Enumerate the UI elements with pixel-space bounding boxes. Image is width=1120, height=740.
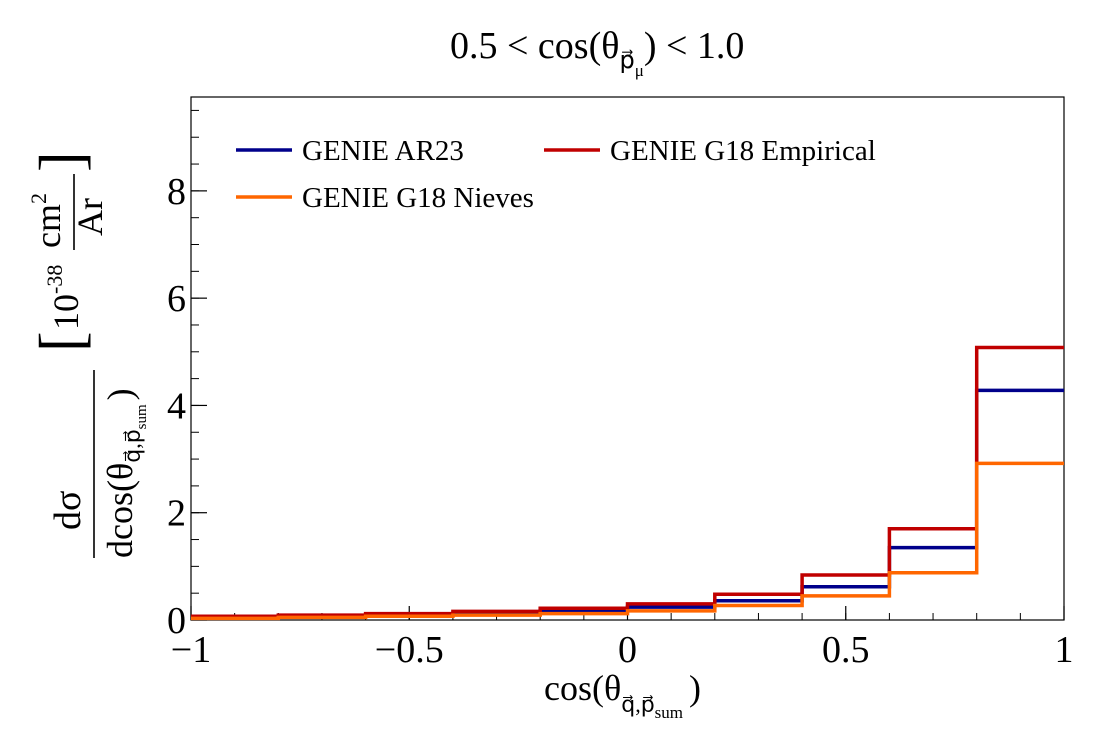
x-tick-labels: −1 −0.5 0 0.5 1 bbox=[171, 629, 1074, 671]
y-label-numerator: dσ bbox=[47, 491, 89, 530]
y-unit: 10-38 bbox=[42, 265, 86, 330]
x-tick-label: 0.5 bbox=[822, 629, 870, 671]
x-tick-label: 0 bbox=[618, 629, 637, 671]
series-layer bbox=[191, 345, 1064, 621]
plot-frame bbox=[190, 96, 1065, 621]
x-tick-label: 1 bbox=[1055, 629, 1074, 671]
y-unit-denominator: Ar bbox=[70, 198, 110, 236]
y-unit-numerator: cm2 bbox=[26, 193, 68, 248]
x-tick-label: −1 bbox=[171, 629, 211, 671]
y-tick-label: 8 bbox=[167, 171, 186, 213]
series-line-genie-g18-empirical bbox=[191, 345, 1064, 618]
series-line-genie-ar23 bbox=[191, 388, 1064, 620]
y-tick-label: 2 bbox=[167, 493, 186, 535]
y-unit-bracket-open: [ bbox=[28, 331, 96, 352]
y-label-denominator: dcos(θq⃗,p⃗sum) bbox=[100, 388, 150, 558]
legend-label: GENIE G18 Empirical bbox=[610, 135, 876, 167]
x-axis-label: cos(θq⃗,p⃗sum) bbox=[544, 668, 701, 722]
y-tick-label: 0 bbox=[167, 600, 186, 642]
series-line-genie-g18-nieves bbox=[191, 461, 1064, 621]
legend-label: GENIE G18 Nieves bbox=[302, 182, 534, 214]
chart-title: 0.5 < cos(θp⃗μ) < 1.0 bbox=[450, 25, 744, 80]
legend: GENIE AR23 GENIE G18 Empirical GENIE G18 N… bbox=[236, 135, 876, 214]
y-tick-label: 4 bbox=[167, 385, 186, 427]
x-tick-label: −0.5 bbox=[375, 629, 444, 671]
y-tick-labels: 0 2 4 6 8 bbox=[167, 171, 186, 642]
y-axis-label: dσ dcos(θq⃗,p⃗sum) [ 10-38 cm2 Ar ] bbox=[26, 151, 150, 558]
y-tick-label: 6 bbox=[167, 278, 186, 320]
legend-label: GENIE AR23 bbox=[302, 135, 464, 167]
y-unit-bracket-close: ] bbox=[28, 151, 96, 172]
